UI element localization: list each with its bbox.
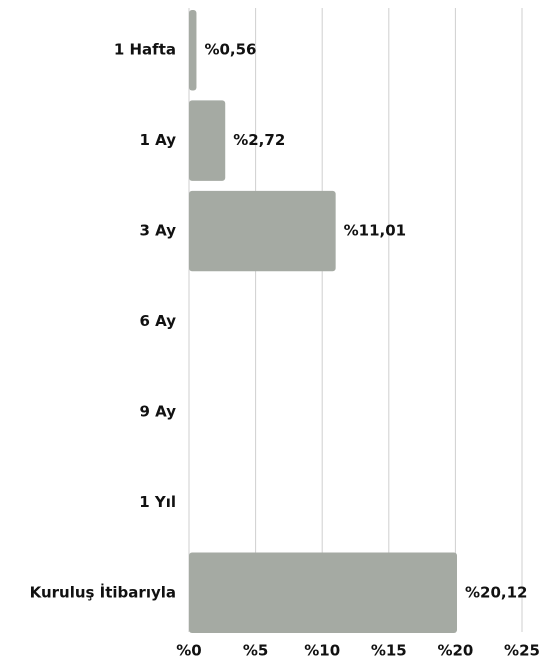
y-tick-label: 3 Ay: [139, 222, 176, 240]
y-tick-label: 1 Yıl: [139, 493, 176, 511]
y-tick-label: Kuruluş İtibarıyla: [30, 582, 176, 601]
y-tick-label: 1 Hafta: [114, 41, 176, 59]
value-label: %11,01: [344, 222, 406, 240]
x-tick-label: %0: [176, 642, 201, 660]
y-tick-label: 9 Ay: [139, 402, 176, 420]
bar: [189, 9, 197, 91]
x-tick-label: %20: [437, 642, 473, 660]
value-label: %20,12: [465, 583, 527, 601]
value-label: %0,56: [204, 41, 256, 59]
x-tick-label: %15: [371, 642, 407, 660]
y-tick-label: 6 Ay: [139, 312, 176, 330]
x-tick-label: %5: [243, 642, 268, 660]
bar: [189, 552, 457, 634]
bar: [189, 190, 336, 272]
y-tick-label: 1 Ay: [139, 131, 176, 149]
value-label: %2,72: [233, 131, 285, 149]
bar: [189, 100, 226, 181]
x-tick-label: %10: [304, 642, 340, 660]
x-tick-label: %25: [504, 642, 540, 660]
